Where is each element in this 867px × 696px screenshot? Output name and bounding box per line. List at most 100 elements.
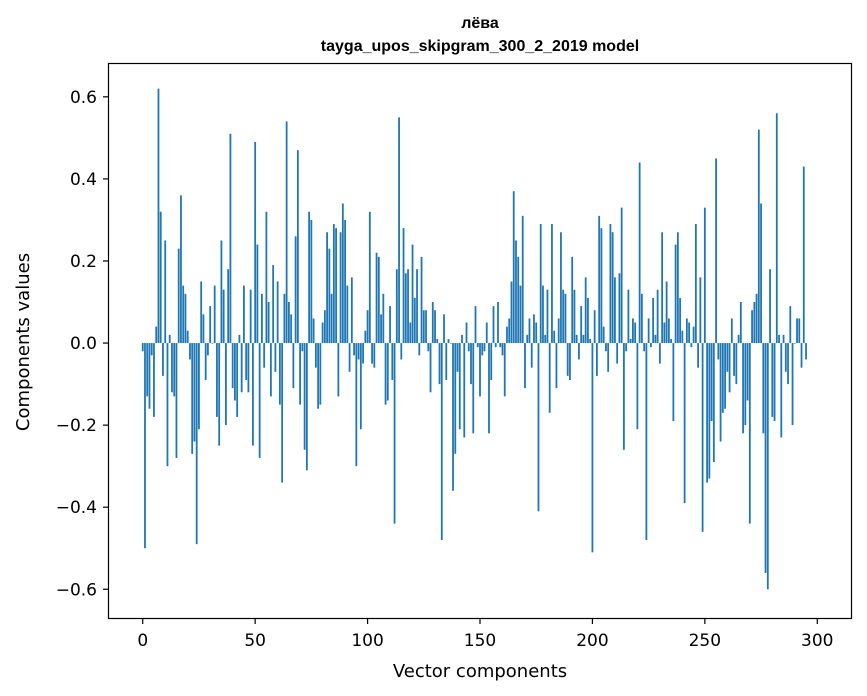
bar: [623, 343, 625, 450]
bar: [515, 240, 517, 344]
bar: [368, 211, 371, 344]
bar: [517, 256, 520, 344]
bar: [573, 289, 576, 344]
bar: [479, 343, 481, 397]
bar: [281, 343, 284, 483]
bar: [584, 277, 587, 344]
bar: [153, 343, 155, 417]
bar: [638, 162, 641, 344]
bar: [303, 343, 306, 450]
bar: [764, 343, 767, 573]
bar: [312, 318, 315, 344]
bar: [377, 256, 380, 344]
bar: [301, 343, 304, 352]
bar: [211, 343, 214, 344]
bar: [261, 293, 263, 344]
bar: [418, 343, 421, 356]
bar: [551, 224, 553, 344]
bar: [339, 232, 342, 344]
bar: [189, 343, 191, 360]
bar: [694, 224, 697, 344]
bar: [283, 293, 286, 344]
bar: [175, 343, 178, 458]
bar: [753, 302, 756, 344]
bar: [359, 343, 362, 430]
bar: [497, 302, 499, 344]
bar: [238, 334, 241, 344]
plot-area-frame: [107, 62, 853, 620]
bar: [587, 297, 589, 344]
bar: [411, 244, 414, 344]
y-axis-ticks: −0.6 −0.4 −0.2 0.0 0.2 0.4 0.6: [56, 88, 109, 600]
bar: [434, 310, 436, 344]
bar: [449, 343, 452, 344]
bar: [564, 293, 567, 344]
bar: [778, 334, 780, 344]
bar: [701, 343, 704, 532]
bar: [663, 322, 666, 344]
bar: [546, 289, 549, 344]
bar: [670, 338, 673, 344]
x-tick-label: 50: [244, 631, 266, 651]
bar: [382, 293, 385, 344]
bar: [800, 343, 803, 368]
bar: [173, 343, 176, 397]
bar: [195, 343, 198, 545]
bar: [326, 232, 328, 344]
bar: [348, 343, 351, 372]
bar: [780, 343, 783, 438]
bar: [164, 240, 167, 344]
bar: [712, 343, 715, 463]
x-tick-label: 150: [464, 631, 496, 651]
bar: [272, 265, 275, 344]
bar: [544, 334, 547, 344]
bar: [652, 297, 655, 344]
bar: [699, 277, 702, 344]
bar: [769, 269, 771, 344]
chart-title-line1: лёва: [461, 15, 499, 32]
bar: [204, 343, 207, 380]
bar: [530, 343, 533, 368]
bar: [656, 289, 659, 344]
bar: [150, 343, 153, 356]
bar: [452, 343, 454, 491]
y-tick-label: −0.6: [56, 580, 97, 600]
bar: [267, 302, 270, 344]
y-tick-label: −0.4: [56, 498, 97, 518]
bar: [463, 343, 466, 438]
bar: [200, 281, 203, 344]
bar: [706, 343, 708, 483]
bar: [440, 343, 443, 541]
bar: [654, 334, 657, 344]
bar: [373, 343, 376, 368]
x-tick-label: 100: [351, 631, 383, 651]
bar: [474, 306, 477, 344]
bar: [416, 269, 418, 344]
bar: [634, 322, 637, 344]
bar: [332, 224, 335, 344]
bar: [636, 343, 639, 430]
bar: [371, 343, 373, 364]
bar: [402, 228, 405, 344]
bar: [562, 289, 565, 344]
bar: [575, 334, 578, 344]
bar: [611, 232, 614, 344]
bar: [607, 343, 610, 372]
bar: [465, 322, 468, 344]
bar: [721, 343, 724, 413]
bar: [760, 203, 762, 344]
bar: [802, 166, 805, 344]
chart-title-line2: tayga_upos_skipgram_300_2_2019 model: [321, 38, 639, 55]
bar: [216, 343, 218, 417]
bar: [229, 133, 232, 344]
bar: [665, 281, 668, 344]
bar: [413, 297, 416, 344]
bar: [481, 343, 484, 356]
bar: [366, 310, 369, 344]
bar: [553, 330, 556, 344]
bar: [317, 343, 320, 409]
bar: [236, 343, 239, 417]
bar: [328, 248, 331, 344]
bar: [715, 158, 717, 344]
bar: [746, 343, 749, 401]
